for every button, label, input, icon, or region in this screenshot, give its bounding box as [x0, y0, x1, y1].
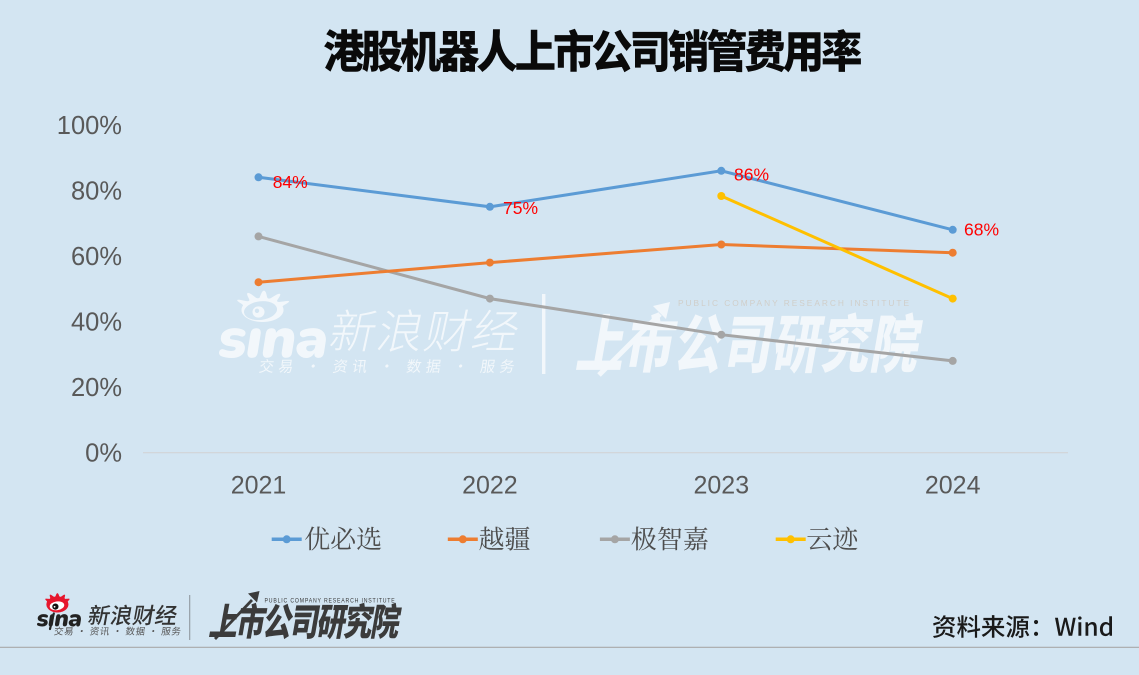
svg-text:68%: 68%	[964, 220, 999, 240]
svg-text:PUBLIC COMPANY RESEARCH INSTIT: PUBLIC COMPANY RESEARCH INSTITUTE	[678, 298, 911, 308]
svg-text:84%: 84%	[273, 172, 308, 192]
svg-text:2024: 2024	[925, 472, 981, 500]
svg-text:86%: 86%	[734, 165, 769, 185]
svg-text:2022: 2022	[462, 472, 518, 500]
svg-text:80%: 80%	[71, 178, 122, 206]
svg-text:75%: 75%	[503, 198, 538, 218]
svg-text:20%: 20%	[71, 374, 122, 402]
svg-text:40%: 40%	[71, 309, 122, 337]
svg-text:2021: 2021	[231, 472, 287, 500]
svg-text:2023: 2023	[693, 472, 749, 500]
svg-text:100%: 100%	[57, 112, 122, 140]
svg-text:0%: 0%	[85, 440, 122, 468]
svg-text:60%: 60%	[71, 243, 122, 271]
svg-text:PUBLIC COMPANY RESEARCH INSTIT: PUBLIC COMPANY RESEARCH INSTITUTE	[265, 598, 396, 605]
